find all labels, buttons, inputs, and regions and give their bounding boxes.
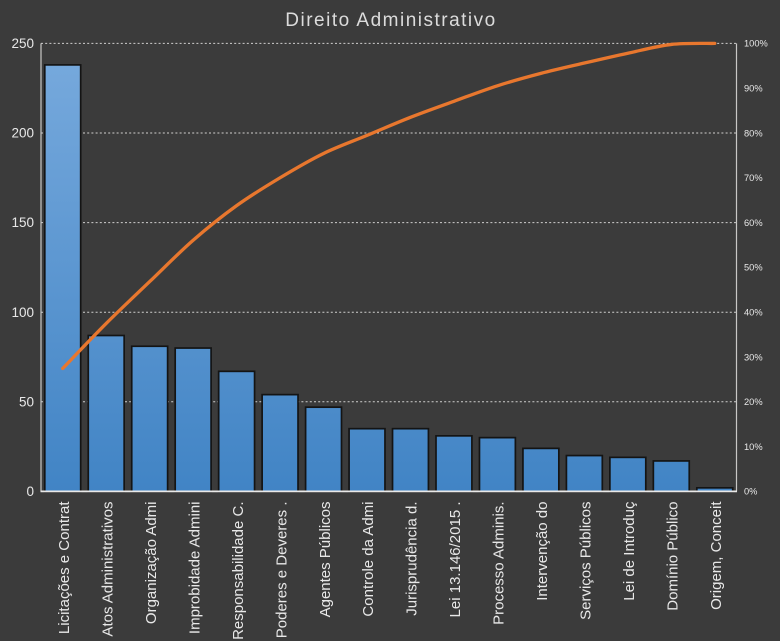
svg-text:Direito Administrativo: Direito Administrativo [285, 10, 496, 31]
svg-text:Poderes e Deveres .: Poderes e Deveres . [273, 502, 290, 639]
svg-text:Organização Admi: Organização Admi [143, 502, 160, 625]
svg-text:Serviços Públicos: Serviços Públicos [578, 502, 595, 620]
svg-text:Licitações e Contrat: Licitações e Contrat [56, 501, 73, 634]
svg-text:250: 250 [11, 36, 34, 51]
svg-text:Agentes Públicos: Agentes Públicos [317, 502, 334, 618]
svg-text:50: 50 [19, 394, 34, 409]
svg-text:Lei de Introduç: Lei de Introduç [621, 501, 638, 601]
svg-text:Intervenção do: Intervenção do [534, 502, 551, 601]
svg-text:40%: 40% [744, 308, 763, 318]
svg-text:90%: 90% [744, 84, 763, 94]
svg-text:20%: 20% [744, 397, 763, 407]
svg-text:70%: 70% [744, 173, 763, 183]
svg-text:50%: 50% [744, 263, 763, 273]
svg-text:Processo Adminis.: Processo Adminis. [491, 502, 508, 625]
svg-text:30%: 30% [744, 352, 763, 362]
svg-text:Responsabilidade C.: Responsabilidade C. [230, 502, 247, 640]
svg-text:Jurisprudência d.: Jurisprudência d. [404, 502, 421, 616]
svg-text:60%: 60% [744, 218, 763, 228]
svg-text:100%: 100% [744, 39, 768, 49]
svg-text:Atos Administrativos: Atos Administrativos [99, 502, 116, 637]
svg-text:Origem, Conceit: Origem, Conceit [708, 501, 725, 610]
svg-text:80%: 80% [744, 128, 763, 138]
svg-text:100: 100 [11, 305, 34, 320]
svg-text:10%: 10% [744, 442, 763, 452]
svg-text:0: 0 [26, 484, 34, 499]
svg-text:150: 150 [11, 215, 34, 230]
svg-text:Controle da Admi: Controle da Admi [360, 502, 377, 617]
svg-text:0%: 0% [744, 487, 757, 497]
svg-text:Lei 13.146/2015 .: Lei 13.146/2015 . [447, 502, 464, 618]
svg-text:Improbidade Admini: Improbidade Admini [186, 502, 203, 635]
svg-text:200: 200 [11, 126, 34, 141]
svg-text:Domínio Público: Domínio Público [665, 502, 682, 611]
